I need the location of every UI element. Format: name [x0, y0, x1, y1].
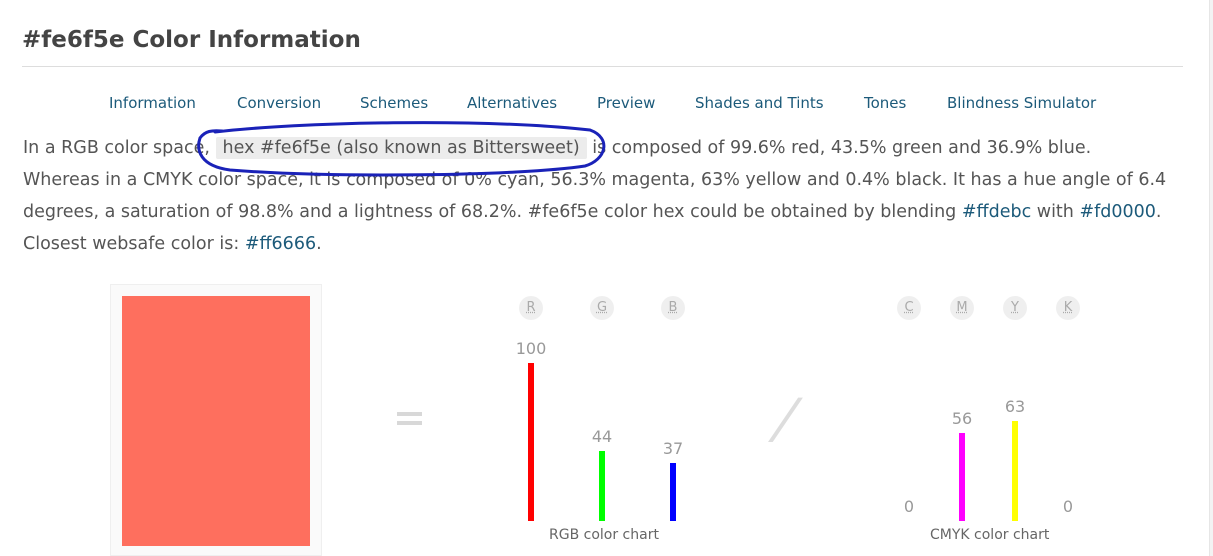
description-text: In a RGB color space, — [23, 138, 216, 158]
channel-label-b: B — [661, 296, 685, 320]
description-text: . — [316, 234, 322, 254]
chart-caption: RGB color chart — [549, 527, 659, 543]
page-title: #fe6f5e Color Information — [22, 27, 361, 53]
channel-label-g: G — [590, 296, 614, 320]
bar-value-m: 56 — [951, 409, 973, 428]
bar-g — [599, 451, 605, 521]
tab-shades-and-tints[interactable]: Shades and Tints — [695, 94, 824, 112]
bar-value-k: 0 — [1062, 497, 1074, 516]
bar-y — [1012, 421, 1018, 521]
tab-blindness-simulator[interactable]: Blindness Simulator — [947, 94, 1097, 112]
equals-sign — [397, 412, 422, 430]
tab-information[interactable]: Information — [109, 94, 196, 112]
section-nav: Information Conversion Schemes Alternati… — [0, 94, 1209, 116]
tab-preview[interactable]: Preview — [597, 94, 656, 112]
color-description: In a RGB color space, hex #fe6f5e (also … — [23, 132, 1173, 260]
description-text: . Closest websafe color is: — [23, 202, 1162, 254]
websafe-color-link[interactable]: #ff6666 — [244, 234, 317, 254]
channel-label-c: C — [897, 296, 921, 320]
channel-label-y: Y — [1003, 296, 1027, 320]
channel-label-r: R — [519, 296, 543, 320]
chart-caption: CMYK color chart — [930, 527, 1050, 543]
description-text: is composed of 99.6% red, 43.5% green an… — [23, 138, 1167, 222]
tab-alternatives[interactable]: Alternatives — [467, 94, 558, 112]
bar-value-b: 37 — [662, 439, 684, 458]
title-divider — [22, 66, 1183, 67]
bar-m — [959, 433, 965, 521]
bar-value-c: 0 — [903, 497, 915, 516]
bar-value-r: 100 — [515, 339, 547, 358]
bar-value-y: 63 — [1004, 397, 1026, 416]
blend-color-link-2[interactable]: #fd0000 — [1079, 202, 1156, 222]
blend-color-link-1[interactable]: #ffdebc — [961, 202, 1032, 222]
description-text: with — [1031, 202, 1080, 222]
bar-r — [528, 363, 534, 521]
tab-tones[interactable]: Tones — [864, 94, 907, 112]
channel-label-k: K — [1056, 296, 1080, 320]
color-swatch — [122, 296, 310, 546]
tab-schemes[interactable]: Schemes — [360, 94, 429, 112]
bar-b — [670, 463, 676, 521]
tab-conversion[interactable]: Conversion — [237, 94, 322, 112]
bar-value-g: 44 — [591, 427, 613, 446]
channel-label-m: M — [950, 296, 974, 320]
